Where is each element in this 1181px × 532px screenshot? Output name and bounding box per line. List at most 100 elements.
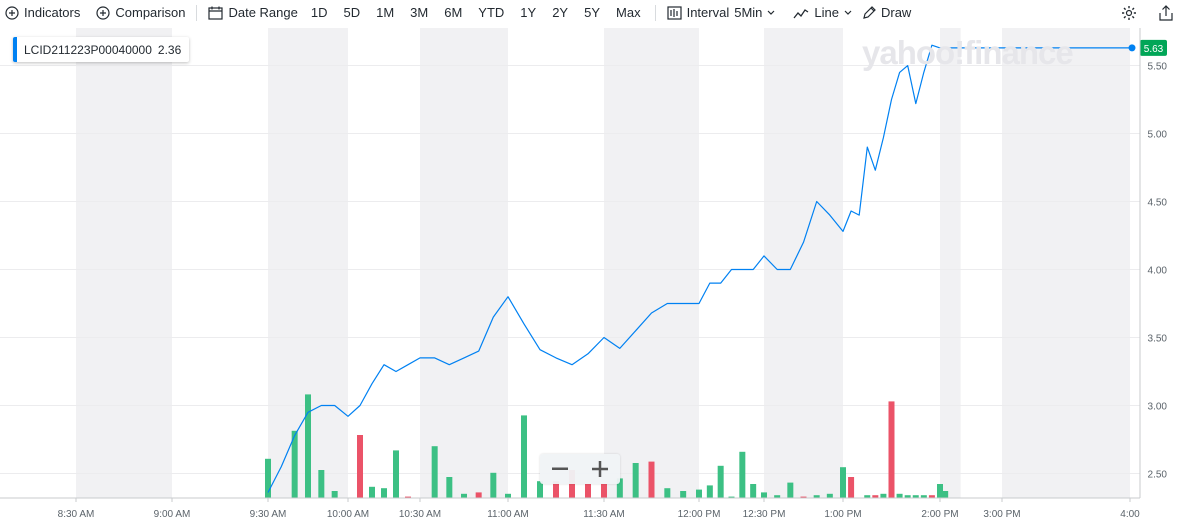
- volume-bar: [305, 394, 311, 498]
- x-tick-label: 12:30 PM: [743, 509, 786, 520]
- volume-bar: [848, 477, 855, 498]
- legend-symbol: LCID211223P00040000: [24, 42, 152, 57]
- volume-bar: [904, 495, 911, 498]
- volume-bar: [761, 492, 767, 498]
- x-tick-label: 8:30 AM: [58, 509, 95, 520]
- range-button-max[interactable]: Max: [608, 0, 649, 25]
- volume-bar: [840, 467, 846, 498]
- volume-bar: [680, 491, 687, 498]
- volume-bar: [942, 491, 949, 498]
- range-label: 3M: [410, 5, 429, 20]
- interval-label: Interval: [686, 5, 730, 20]
- volume-bars: [265, 394, 949, 498]
- x-tick-label: 10:30 AM: [399, 509, 441, 520]
- toolbar-divider: [654, 4, 656, 21]
- range-button-3m[interactable]: 3M: [402, 0, 436, 25]
- volume-bar: [928, 495, 935, 498]
- shaded-band: [1002, 28, 1130, 498]
- range-label: 1M: [376, 5, 395, 20]
- range-label: 5Y: [584, 5, 601, 20]
- zoom-out-button[interactable]: [540, 454, 580, 484]
- minus-icon: [552, 467, 568, 470]
- range-label: YTD: [478, 5, 505, 20]
- time-bands: [76, 28, 1130, 498]
- chart-type-button[interactable]: Line: [788, 0, 857, 25]
- volume-bar: [706, 485, 713, 498]
- candle-icon: [666, 5, 682, 20]
- volume-bar: [750, 484, 757, 498]
- range-button-1y[interactable]: 1Y: [512, 0, 544, 25]
- volume-bar: [774, 495, 781, 498]
- toolbar-right: [1111, 0, 1181, 25]
- volume-bar: [696, 489, 702, 498]
- x-tick-label: 4:00: [1120, 509, 1140, 520]
- series-legend[interactable]: LCID211223P00040000 2.36: [13, 37, 190, 62]
- interval-button[interactable]: Interval 5Min: [662, 0, 781, 25]
- volume-bar: [446, 477, 453, 498]
- volume-bar: [569, 470, 575, 498]
- range-button-5y[interactable]: 5Y: [576, 0, 608, 25]
- volume-bar: [800, 496, 807, 498]
- volume-bar: [728, 496, 735, 498]
- calendar-icon: [208, 6, 224, 20]
- volume-bar: [601, 484, 607, 498]
- volume-bar: [648, 461, 655, 498]
- zoom-controls: [540, 454, 620, 484]
- yahoo-finance-watermark: yahoo!finance: [862, 34, 1074, 71]
- volume-bar: [920, 495, 927, 498]
- share-button[interactable]: [1147, 0, 1181, 25]
- volume-bar: [739, 451, 746, 498]
- range-button-ytd[interactable]: YTD: [470, 0, 512, 25]
- volume-bar: [381, 488, 387, 498]
- chart-toolbar: Indicators Comparison Date Range 1D 5D 1M 3…: [0, 0, 1181, 25]
- line-chart-icon: [793, 8, 809, 18]
- volume-bar: [864, 495, 871, 498]
- settings-button[interactable]: [1111, 0, 1147, 25]
- chevron-down-icon: [844, 10, 852, 15]
- date-range-label: Date Range: [228, 5, 298, 20]
- range-label: 1D: [310, 5, 328, 20]
- x-tick-label: 9:30 AM: [250, 509, 287, 520]
- y-tick-label: 3.50: [1148, 333, 1168, 344]
- range-button-2y[interactable]: 2Y: [544, 0, 576, 25]
- volume-bar: [553, 481, 559, 498]
- plus-circle-icon: [5, 5, 19, 20]
- volume-bar: [505, 493, 511, 498]
- indicators-label: Indicators: [24, 5, 81, 20]
- range-label: 2Y: [552, 5, 569, 20]
- range-button-1d[interactable]: 1D: [303, 0, 336, 25]
- x-tick-label: 10:00 AM: [327, 509, 369, 520]
- x-tick-label: 12:00 PM: [678, 509, 721, 520]
- volume-bar: [826, 493, 833, 498]
- indicators-button[interactable]: Indicators: [0, 0, 85, 25]
- price-line: [267, 44, 1130, 493]
- x-tick-label: 9:00 AM: [154, 509, 191, 520]
- range-button-1m[interactable]: 1M: [368, 0, 402, 25]
- chart-type-label: Line: [814, 5, 839, 20]
- date-range-button[interactable]: Date Range: [203, 0, 302, 25]
- x-tick-label: 2:00 PM: [921, 509, 958, 520]
- x-tick-label: 11:00 AM: [487, 509, 529, 520]
- price-gridlines: [0, 65, 1140, 474]
- zoom-in-button[interactable]: [580, 454, 620, 484]
- volume-bar: [813, 495, 820, 498]
- comparison-button[interactable]: Comparison: [91, 0, 190, 25]
- volume-bar: [357, 435, 363, 498]
- volume-bar: [616, 478, 623, 498]
- draw-label: Draw: [880, 5, 912, 20]
- volume-bar: [937, 484, 943, 498]
- last-price-tag: [1140, 39, 1167, 56]
- range-button-5d[interactable]: 5D: [335, 0, 368, 25]
- legend-value: 2.36: [157, 42, 182, 57]
- range-button-6m[interactable]: 6M: [436, 0, 470, 25]
- y-tick-label: 2.50: [1148, 469, 1168, 480]
- share-icon: [1159, 4, 1173, 21]
- volume-bar: [431, 446, 438, 498]
- shaded-band: [604, 28, 699, 498]
- volume-bar: [537, 481, 543, 498]
- comparison-label: Comparison: [115, 5, 186, 20]
- volume-bar: [318, 470, 325, 498]
- draw-button[interactable]: Draw: [857, 0, 916, 25]
- interval-value: 5Min: [734, 5, 763, 20]
